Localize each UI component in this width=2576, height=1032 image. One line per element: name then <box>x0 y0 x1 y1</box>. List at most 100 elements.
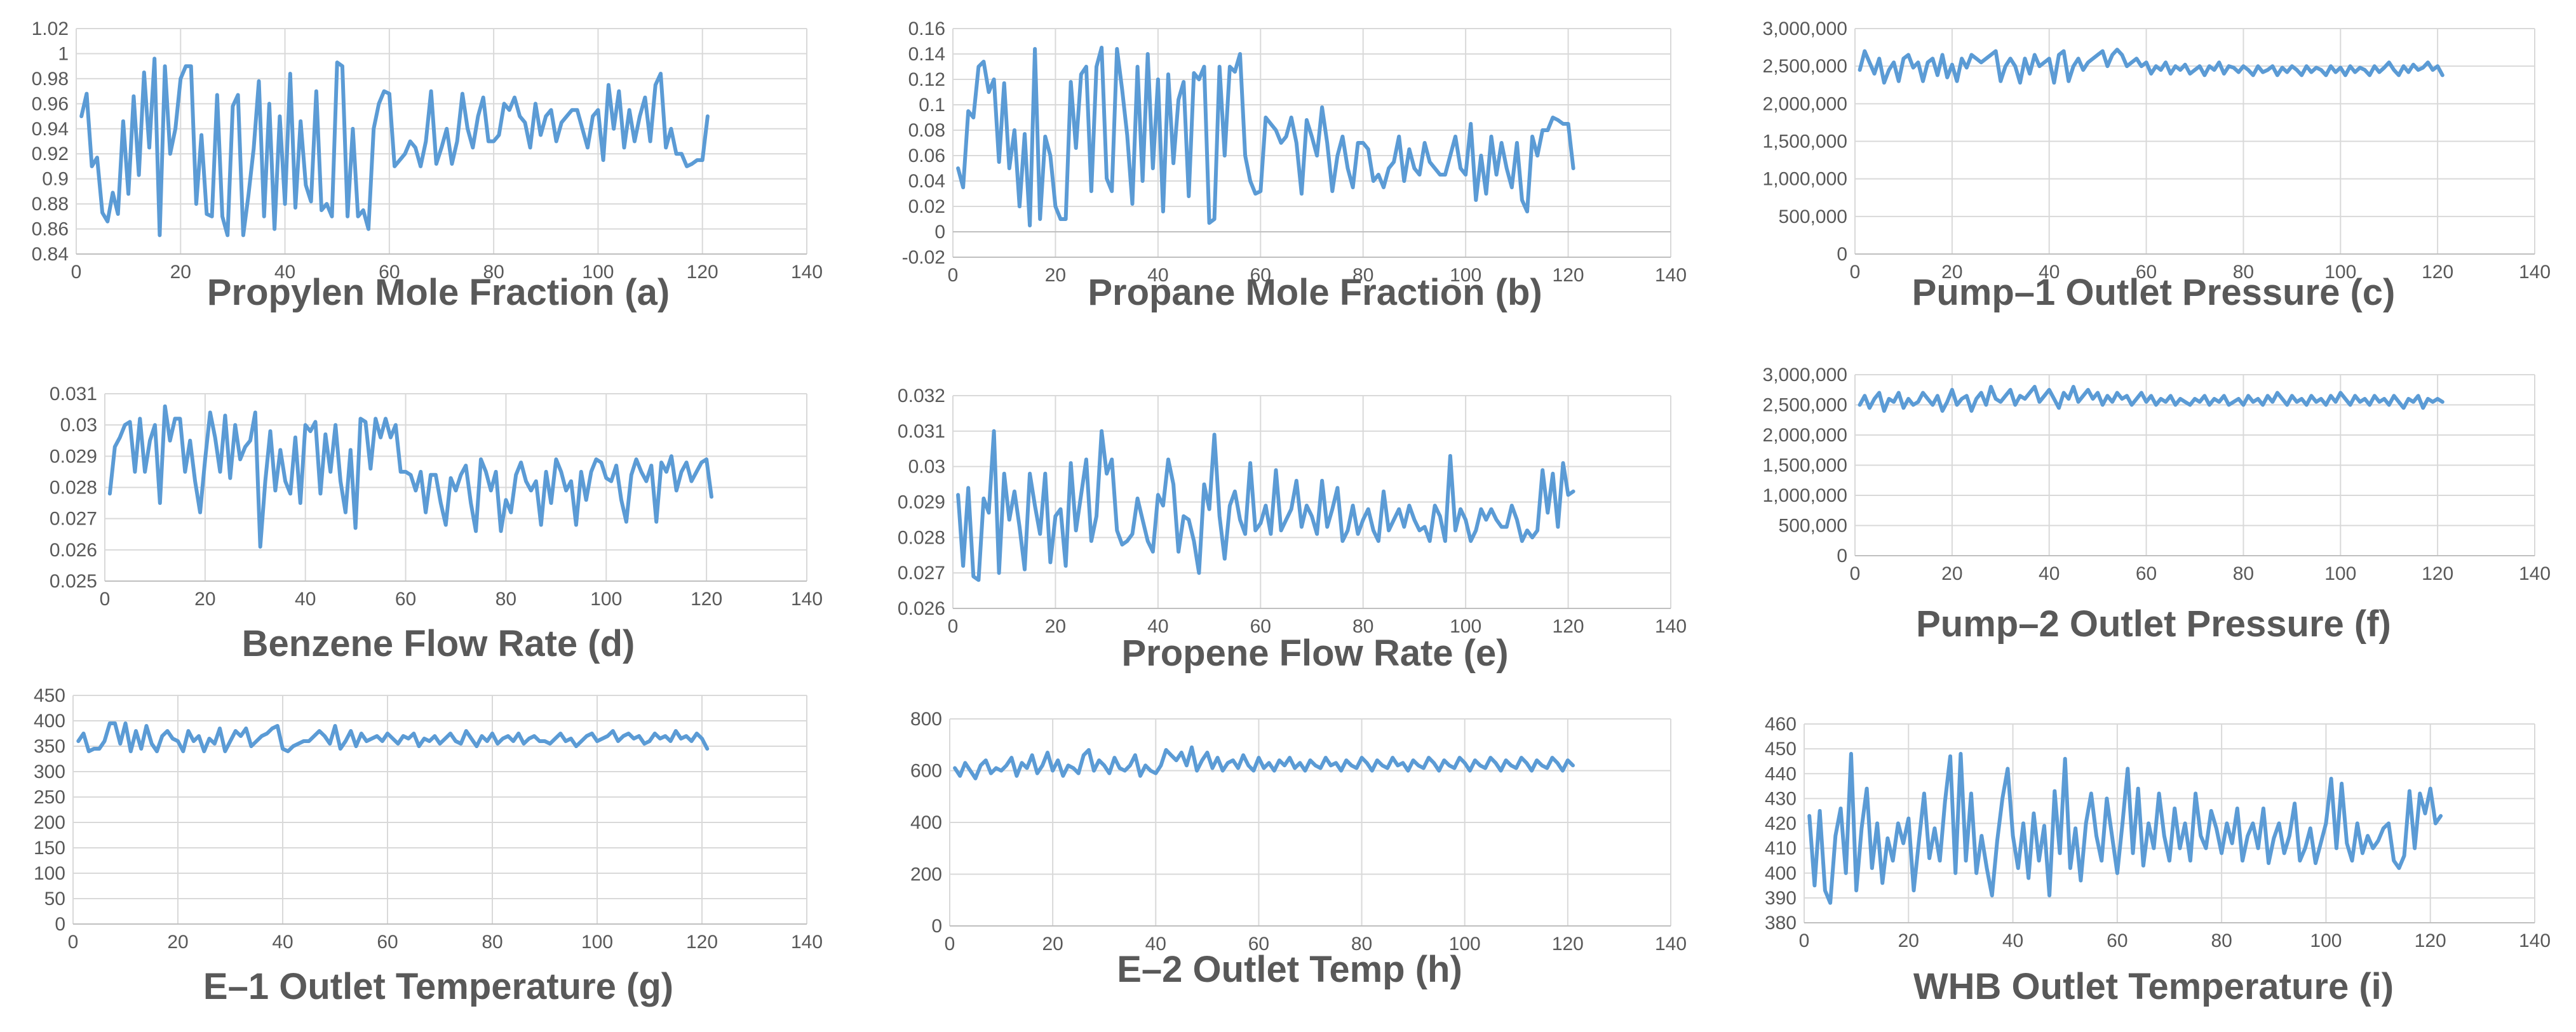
series-line-a-0 <box>79 57 710 238</box>
y-tick-label: 0.12 <box>908 69 945 90</box>
x-tick-label: 140 <box>2519 563 2551 584</box>
x-tick-label: 80 <box>2233 563 2254 584</box>
x-tick-label: 60 <box>1250 616 1271 637</box>
x-tick-label: 100 <box>582 262 614 283</box>
x-tick-label: 120 <box>2415 930 2446 951</box>
y-tick-label: 500,000 <box>1779 206 1847 227</box>
y-tick-label: 2,000,000 <box>1763 425 1847 446</box>
x-tick-label: 140 <box>2519 930 2551 951</box>
x-tick-label: 60 <box>1250 265 1271 286</box>
chart-panel-d: 0 20 40 60 80 100 120 140 0.025 0.026 0.027 0.028 0.… <box>0 356 845 689</box>
x-tick-label: 100 <box>2310 930 2342 951</box>
x-tick-label: 100 <box>1450 616 1481 637</box>
y-tick-label: 1,000,000 <box>1763 169 1847 190</box>
x-tick-label: 60 <box>377 932 398 953</box>
y-tick-label: 0.92 <box>32 144 69 164</box>
y-tick-label: 3,000,000 <box>1763 18 1847 39</box>
series-line-h-0 <box>953 745 1575 781</box>
x-tick-label: 60 <box>379 262 400 283</box>
y-tick-label: 0.96 <box>32 93 69 114</box>
y-tick-label: 0.03 <box>908 457 945 478</box>
y-tick-label: 0.02 <box>908 196 945 217</box>
y-tick-label: 440 <box>1765 763 1797 784</box>
y-tick-label: 0 <box>934 222 945 243</box>
series-line-c-0 <box>1858 48 2445 85</box>
y-tick-label: 50 <box>44 888 65 909</box>
chart-panel-g: 0 20 40 60 80 100 120 140 0 50 100 150 200 250 300 350 4… <box>0 673 845 1032</box>
y-tick-label: 0 <box>1837 546 1847 566</box>
y-tick-label: 1,500,000 <box>1763 455 1847 476</box>
x-tick-label: 100 <box>590 589 622 610</box>
y-tick-label: 0 <box>931 916 942 937</box>
x-tick-label: 100 <box>2324 563 2356 584</box>
chart-panel-h: 0 20 40 60 80 100 120 140 0 200 400 600 800 E–2 Outle… <box>845 673 1715 1015</box>
x-tick-label: 140 <box>1655 616 1687 637</box>
y-tick-label: 0 <box>1837 244 1847 265</box>
y-tick-label: 430 <box>1765 788 1797 809</box>
y-tick-label: 0.14 <box>908 44 945 65</box>
y-tick-label: 0.031 <box>898 421 945 442</box>
x-tick-label: 80 <box>482 932 502 953</box>
y-tick-label: 460 <box>1765 714 1797 735</box>
y-tick-label: 400 <box>34 711 65 732</box>
y-tick-label: 0.027 <box>50 509 97 530</box>
x-tick-label: 120 <box>686 932 718 953</box>
chart-title-i: WHB Outlet Temperature (i) <box>1913 966 2394 1007</box>
x-tick-label: 20 <box>167 932 188 953</box>
chart-svg-b: 0 20 40 60 80 100 120 140-0.0200.020.040.060.08… <box>902 18 1687 286</box>
x-tick-label: 60 <box>2136 563 2157 584</box>
x-tick-label: 40 <box>272 932 293 953</box>
y-tick-label: 0.06 <box>908 145 945 166</box>
x-tick-label: 0 <box>1850 262 1861 283</box>
x-tick-label: 140 <box>791 262 823 283</box>
y-tick-label: 0.031 <box>50 384 97 405</box>
y-tick-label: 800 <box>910 709 942 730</box>
chart-panel-i: 0 20 40 60 80 100 120 140 380 390 400 410 420 430 440 4… <box>1715 673 2576 1032</box>
chart-svg-i: 0 20 40 60 80 100 120 140 380 390 400 410 420 430 440 4… <box>1765 714 2551 951</box>
chart-title-g: E–1 Outlet Temperature (g) <box>203 966 674 1007</box>
y-tick-label: 300 <box>34 761 65 782</box>
y-tick-label: 450 <box>34 685 65 706</box>
x-tick-label: 40 <box>1145 934 1166 955</box>
y-tick-label: 0.027 <box>898 563 945 584</box>
chart-svg-d: 0 20 40 60 80 100 120 140 0.025 0.026 0.027 0.028 0.… <box>50 384 823 610</box>
series-line-g-0 <box>76 721 710 753</box>
y-tick-label: 100 <box>34 863 65 884</box>
y-tick-label: 450 <box>1765 739 1797 760</box>
x-tick-label: 0 <box>945 934 955 955</box>
x-tick-label: 0 <box>100 589 111 610</box>
x-tick-label: 60 <box>1248 934 1269 955</box>
series-line-e-0 <box>956 429 1575 582</box>
x-tick-label: 120 <box>2422 563 2453 584</box>
x-tick-label: 120 <box>1553 616 1584 637</box>
y-tick-label: 0.032 <box>898 385 945 406</box>
y-tick-label: 150 <box>34 838 65 859</box>
y-tick-label: 2,500,000 <box>1763 395 1847 416</box>
y-tick-label: 400 <box>1765 863 1797 884</box>
y-tick-label: 0 <box>55 914 65 935</box>
x-tick-label: 20 <box>1941 563 1962 584</box>
chart-title-e: Propene Flow Rate (e) <box>1121 633 1509 674</box>
y-tick-label: 0.86 <box>32 219 69 240</box>
x-tick-label: 140 <box>1655 265 1687 286</box>
y-tick-label: 0.025 <box>50 571 97 592</box>
x-tick-label: 40 <box>1147 265 1168 286</box>
chart-svg-g: 0 20 40 60 80 100 120 140 0 50 100 150 200 250 300 350 4… <box>34 685 823 953</box>
y-tick-label: 200 <box>34 812 65 833</box>
x-tick-label: 40 <box>2002 930 2023 951</box>
x-tick-label: 80 <box>496 589 516 610</box>
x-tick-label: 80 <box>1352 265 1373 286</box>
chart-panel-e: 0 20 40 60 80 100 120 140 0.026 0.027 0.028 0.029 0.… <box>845 356 1715 699</box>
x-tick-label: 80 <box>1352 616 1373 637</box>
y-tick-label: 3,000,000 <box>1763 365 1847 385</box>
x-tick-label: 20 <box>1941 262 1962 283</box>
chart-panel-f: 0 20 40 60 80 100 120 140 0 500,000 1,000,000 1,500… <box>1715 356 2576 669</box>
chart-title-c: Pump–1 Outlet Pressure (c) <box>1912 272 2396 313</box>
x-tick-label: 100 <box>1449 934 1481 955</box>
y-tick-label: 0.026 <box>50 540 97 561</box>
x-tick-label: 100 <box>2324 262 2356 283</box>
y-tick-label: 1,500,000 <box>1763 131 1847 152</box>
y-tick-label: 0.03 <box>60 415 97 436</box>
y-tick-label: 0.04 <box>908 171 945 192</box>
